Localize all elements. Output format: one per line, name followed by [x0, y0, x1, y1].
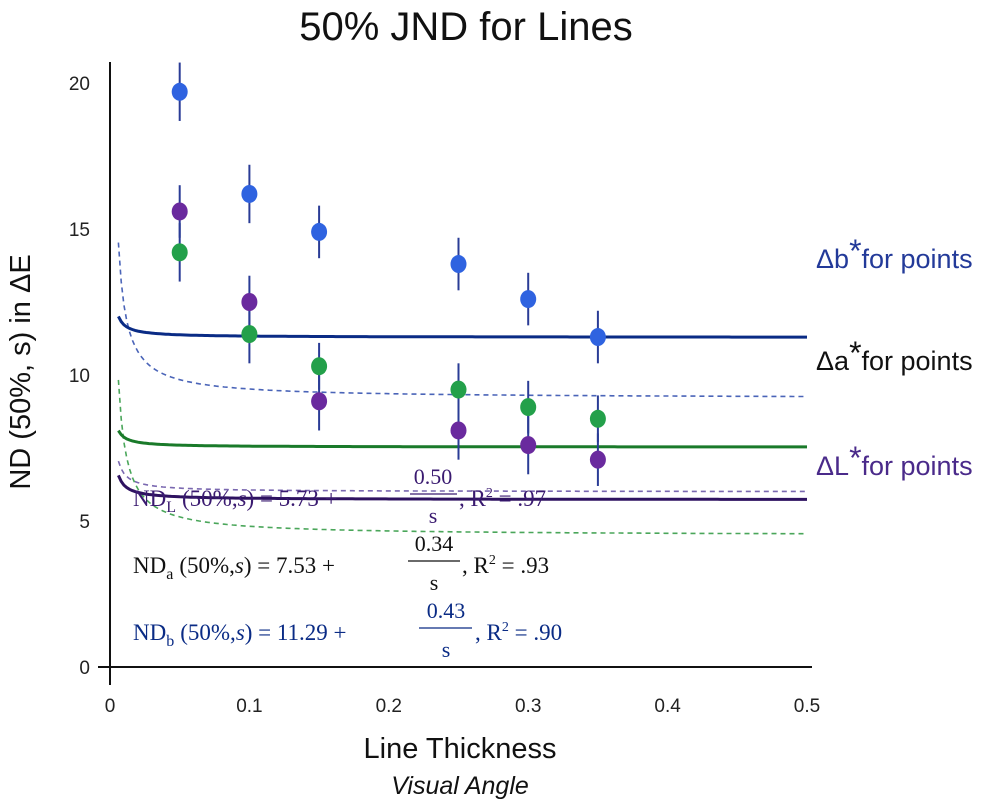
ref-label-a-sym: Δa	[816, 346, 850, 376]
equation-b-denominator: s	[442, 637, 451, 662]
data-point-b	[520, 290, 537, 309]
ref-label-b: Δb*for points	[816, 233, 973, 274]
ref-label-L-star: *	[849, 440, 861, 476]
equation-L-denominator: s	[429, 503, 438, 528]
x-tick-label: 0	[105, 696, 116, 717]
data-point-L	[171, 202, 188, 221]
fit-curve-a	[117, 429, 807, 449]
fit-curve-L	[117, 474, 807, 501]
ref-label-L: ΔL*for points	[816, 440, 973, 481]
data-point-a	[520, 398, 537, 417]
data-point-L	[450, 421, 467, 440]
equation-a-lhs: NDa (50%,s) = 7.53 +	[133, 553, 335, 583]
ref-label-L-rest: for points	[862, 451, 973, 481]
x-tick-label: 0.5	[794, 696, 820, 717]
data-point-a	[241, 325, 258, 344]
data-point-b	[241, 184, 258, 203]
x-tick-label: 0.2	[376, 696, 402, 717]
equation-L-r2: , R2 = .97	[459, 486, 546, 511]
data-point-b	[589, 328, 606, 347]
equation-a-r2: , R2 = .93	[462, 553, 549, 578]
reference-curve-b	[117, 242, 807, 398]
data-point-a	[171, 243, 188, 262]
y-tick-label: 10	[69, 366, 90, 387]
data-point-b	[171, 82, 188, 101]
y-tick-label: 0	[79, 658, 90, 679]
axes	[98, 62, 812, 685]
equation-a-numerator: 0.34	[415, 531, 454, 556]
equation-a: NDa (50%,s) = 7.53 + 0.34 s , R2 = .93	[133, 531, 549, 595]
ref-label-b-sym: Δb	[816, 244, 849, 274]
x-tick-label: 0.4	[654, 696, 681, 717]
x-tick-label: 0.3	[515, 696, 541, 717]
data-point-L	[311, 392, 328, 411]
equation-a-denominator: s	[430, 570, 439, 595]
equation-b-lhs: NDb (50%,s) = 11.29 +	[133, 620, 347, 650]
data-point-L	[241, 293, 258, 311]
data-point-L	[520, 436, 537, 455]
y-tick-label: 20	[69, 74, 90, 95]
data-point-b	[450, 255, 467, 274]
x-tick-label: 0.1	[236, 696, 262, 717]
data-point-L	[589, 450, 606, 469]
reference-curves	[117, 242, 807, 535]
equation-L-numerator: 0.50	[414, 464, 453, 489]
fit-curves	[117, 315, 807, 501]
reference-curve-L	[117, 460, 807, 493]
data-point-a	[450, 380, 467, 399]
equation-b-r2: , R2 = .90	[475, 620, 562, 645]
y-tick-labels: 0 5 10 15 20	[69, 74, 90, 679]
reference-curve-a	[117, 379, 807, 535]
y-axis-label: ND (50%, s) in ΔE	[5, 254, 37, 489]
y-tick-label: 15	[69, 220, 90, 241]
ref-label-a-rest: for points	[862, 346, 973, 376]
fit-curve-b	[117, 315, 807, 339]
error-bars	[178, 62, 599, 486]
fit-equations: NDL (50%,s) = 5.73 + 0.50 s , R2 = .97 ND…	[133, 464, 562, 662]
ref-label-a: Δa*for points	[816, 335, 973, 376]
x-tick-labels: 0 0.1 0.2 0.3 0.4 0.5	[105, 696, 821, 717]
ref-label-L-sym: ΔL	[816, 451, 849, 481]
equation-L-lhs: NDL (50%,s) = 5.73 +	[133, 486, 338, 516]
ref-label-a-star: *	[849, 335, 861, 371]
data-point-a	[311, 357, 328, 376]
data-point-a	[589, 409, 606, 428]
reference-curve-labels: Δb*for points Δa*for points ΔL*for point…	[816, 233, 973, 481]
chart-title: 50% JND for Lines	[299, 5, 632, 49]
ref-label-b-rest: for points	[862, 244, 973, 274]
y-tick-label: 5	[79, 512, 90, 533]
ref-label-b-star: *	[849, 233, 861, 269]
x-axis-label: Line Thickness	[364, 733, 557, 765]
data-points	[171, 82, 606, 469]
data-point-b	[311, 222, 328, 241]
x-axis-sublabel: Visual Angle	[391, 772, 529, 800]
equation-b: NDb (50%,s) = 11.29 + 0.43 s , R2 = .90	[133, 598, 562, 662]
equation-b-numerator: 0.43	[427, 598, 466, 623]
equation-L: NDL (50%,s) = 5.73 + 0.50 s , R2 = .97	[133, 464, 546, 528]
